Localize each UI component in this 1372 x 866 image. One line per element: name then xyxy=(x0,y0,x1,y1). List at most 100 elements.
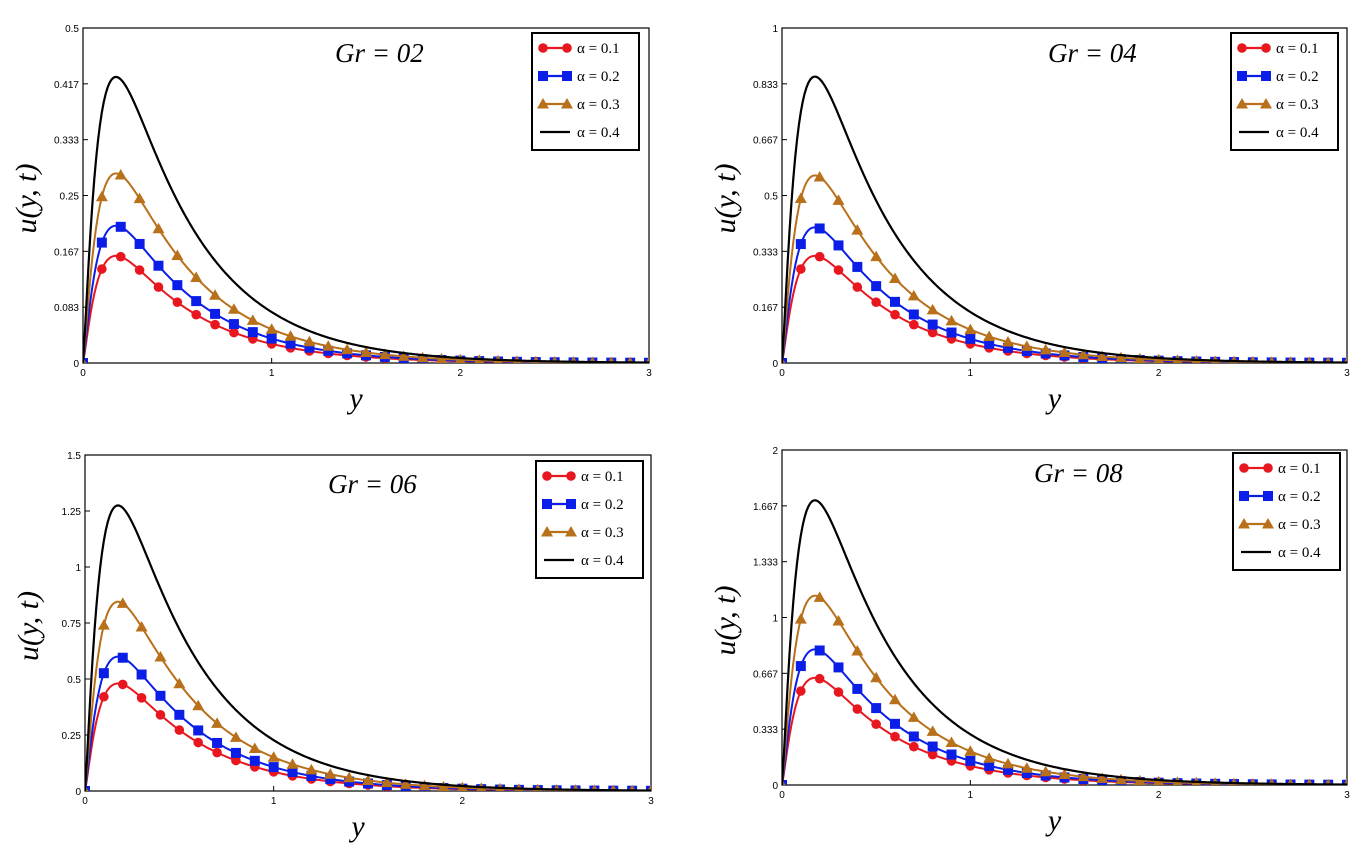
x-tick-label: 2 xyxy=(1156,368,1162,379)
data-point xyxy=(153,282,164,292)
data-point xyxy=(136,669,147,680)
series-4 xyxy=(85,504,651,791)
data-point xyxy=(247,327,258,338)
data-point xyxy=(325,774,336,785)
legend-marker xyxy=(1261,71,1271,81)
legend-item: α = 0.4 xyxy=(1239,125,1319,141)
y-axis-label: u(y, t) xyxy=(10,164,43,234)
data-point xyxy=(287,767,298,778)
chart-title: Gr = 08 xyxy=(1034,458,1123,488)
legend-item: α = 0.1 xyxy=(1237,41,1319,57)
data-point xyxy=(946,749,957,760)
data-point xyxy=(116,597,129,608)
data-point xyxy=(964,745,977,756)
legend-label: α = 0.1 xyxy=(1276,41,1319,57)
legend-item: α = 0.3 xyxy=(541,525,624,541)
y-tick-label: 0.333 xyxy=(54,136,79,147)
data-point xyxy=(136,693,147,703)
data-point xyxy=(172,280,183,291)
data-point xyxy=(286,758,299,769)
x-axis-label: y xyxy=(1045,804,1062,837)
data-point xyxy=(890,731,900,742)
data-point xyxy=(115,251,126,262)
data-point xyxy=(1058,346,1071,358)
chart-title: Gr = 06 xyxy=(328,469,417,499)
data-point xyxy=(341,343,354,355)
legend-marker xyxy=(1237,43,1247,53)
data-point xyxy=(833,687,844,697)
data-point xyxy=(851,644,864,656)
legend-label: α = 0.2 xyxy=(577,69,620,85)
y-tick-label: 0.5 xyxy=(65,24,79,35)
data-point xyxy=(908,731,919,742)
legend-item: α = 0.3 xyxy=(1236,97,1319,113)
data-point xyxy=(871,281,882,292)
data-point xyxy=(153,260,164,271)
data-point xyxy=(1058,768,1071,779)
legend-label: α = 0.2 xyxy=(1278,489,1321,505)
legend-label: α = 0.4 xyxy=(1278,545,1321,561)
data-point xyxy=(794,192,807,204)
data-point xyxy=(890,309,900,320)
y-tick-label: 0.333 xyxy=(753,247,778,258)
y-tick-label: 0.667 xyxy=(753,136,778,147)
y-tick-label: 0 xyxy=(73,359,79,370)
chart-title: Gr = 04 xyxy=(1048,38,1137,68)
y-tick-label: 0.5 xyxy=(67,675,81,686)
series-4 xyxy=(83,75,649,363)
plot-area xyxy=(782,75,1347,363)
data-point xyxy=(1342,357,1347,363)
data-point xyxy=(343,771,356,783)
data-point xyxy=(871,703,882,714)
data-point xyxy=(644,357,649,363)
legend-marker xyxy=(1239,491,1249,501)
data-point xyxy=(323,345,334,356)
data-point xyxy=(117,652,128,663)
legend-item: α = 0.4 xyxy=(540,125,620,141)
series-4 xyxy=(782,75,1347,363)
legend-item: α = 0.3 xyxy=(537,97,620,113)
legend: α = 0.1 α = 0.2 α = 0.3 α = 0.4 xyxy=(531,32,640,151)
data-point xyxy=(134,265,145,275)
data-point xyxy=(1134,774,1146,785)
legend-box xyxy=(1230,32,1339,151)
data-point xyxy=(191,309,201,320)
legend-label: α = 0.1 xyxy=(1278,461,1321,477)
legend-label: α = 0.4 xyxy=(577,125,620,141)
data-point xyxy=(890,296,900,307)
data-point xyxy=(965,755,976,766)
data-point xyxy=(1077,348,1090,360)
legend-label: α = 0.4 xyxy=(1276,125,1319,141)
legend-item: α = 0.1 xyxy=(538,41,620,57)
legend-box xyxy=(535,460,644,579)
legend-marker xyxy=(565,526,577,537)
data-point xyxy=(211,717,224,728)
data-point xyxy=(266,333,277,344)
data-point xyxy=(155,690,166,701)
y-tick-label: 0.167 xyxy=(54,247,79,258)
x-tick-label: 0 xyxy=(82,796,88,807)
legend-marker xyxy=(566,499,576,509)
legend-marker xyxy=(566,471,576,481)
data-point xyxy=(833,265,844,275)
data-point xyxy=(114,168,127,180)
data-point xyxy=(173,677,186,689)
plot-area xyxy=(85,504,651,791)
data-point xyxy=(174,709,185,720)
data-point xyxy=(303,335,316,347)
data-point xyxy=(305,763,318,775)
data-point xyxy=(795,239,806,250)
data-point xyxy=(852,683,863,694)
y-tick-label: 0.167 xyxy=(753,303,778,314)
data-point xyxy=(871,297,881,308)
data-point xyxy=(1021,767,1032,778)
data-point xyxy=(133,192,146,204)
chart-title: Gr = 02 xyxy=(335,38,424,68)
data-point xyxy=(267,751,280,762)
y-tick-label: 2 xyxy=(772,446,778,457)
data-point xyxy=(306,770,317,781)
data-point xyxy=(115,221,126,232)
legend-item: α = 0.4 xyxy=(1241,545,1321,561)
data-point xyxy=(908,309,919,320)
plot-area xyxy=(83,75,649,363)
